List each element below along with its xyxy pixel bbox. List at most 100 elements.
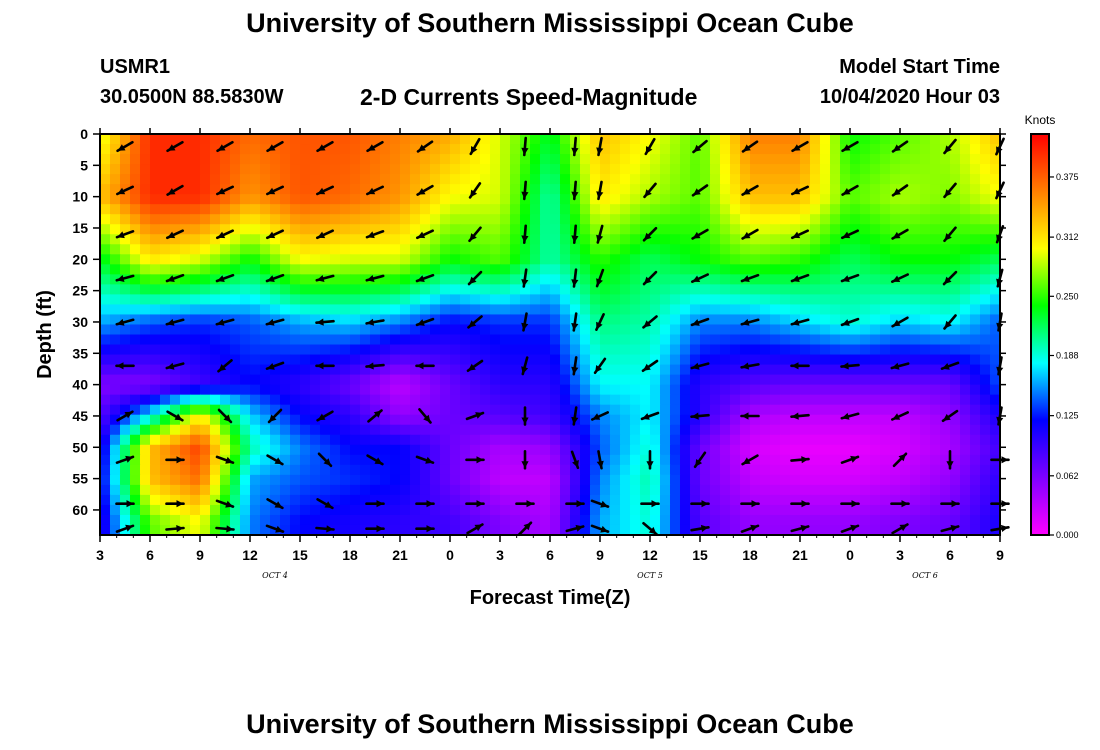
heatmap-cell [680, 284, 691, 296]
current-arrow [265, 229, 285, 240]
heatmap-cell [410, 154, 421, 165]
heatmap-cell [830, 494, 841, 506]
heatmap-cell [340, 234, 351, 245]
heatmap-cell [880, 134, 891, 145]
heatmap-cell [150, 434, 161, 446]
heatmap-cell [480, 474, 491, 486]
heatmap-cell [740, 434, 751, 446]
heatmap-cell [160, 464, 171, 476]
heatmap-cell [700, 324, 711, 336]
heatmap-cell [590, 334, 601, 346]
heatmap-cell [560, 244, 571, 255]
heatmap-cell [430, 334, 441, 346]
heatmap-cell [260, 524, 271, 536]
heatmap-cell [240, 264, 251, 275]
heatmap-cell [670, 494, 681, 506]
heatmap-cell [590, 174, 601, 185]
heatmap-cell [710, 424, 721, 436]
current-arrow [840, 317, 860, 327]
heatmap-cell [530, 374, 541, 386]
heatmap-cell [200, 394, 211, 406]
heatmap-cell [810, 234, 821, 245]
heatmap-cell [670, 274, 681, 285]
heatmap-cell [940, 474, 951, 486]
heatmap-cell [510, 474, 521, 486]
heatmap-cell [890, 174, 901, 185]
heatmap-cell [990, 194, 1001, 205]
heatmap-cell [680, 394, 691, 406]
heatmap-cell [450, 244, 461, 255]
heatmap-cell [430, 264, 441, 275]
heatmap-cell [670, 474, 681, 486]
heatmap-cell [560, 254, 571, 265]
heatmap-cell [860, 314, 871, 326]
heatmap-cell [760, 374, 771, 386]
heatmap-cell [260, 314, 271, 326]
heatmap-cell [800, 174, 811, 185]
heatmap-cell [430, 234, 441, 245]
heatmap-cell [200, 284, 211, 296]
heatmap-cell [300, 454, 311, 466]
heatmap-cell [510, 444, 521, 456]
heatmap-cell [560, 414, 571, 426]
heatmap-cell [330, 194, 341, 205]
heatmap-cell [810, 294, 821, 306]
heatmap-cell [930, 374, 941, 386]
current-arrow [790, 524, 810, 533]
heatmap-cell [830, 474, 841, 486]
heatmap-cell [310, 144, 321, 155]
heatmap-cell [130, 304, 141, 316]
heatmap-cell [770, 474, 781, 486]
heatmap-cell [850, 434, 861, 446]
heatmap-cell [990, 504, 1001, 516]
heatmap-cell [700, 304, 711, 316]
heatmap-cell [540, 514, 551, 526]
heatmap-cell [100, 364, 111, 376]
heatmap-cell [410, 474, 421, 486]
heatmap-cell [310, 154, 321, 165]
heatmap-cell [680, 254, 691, 265]
heatmap-cell [400, 244, 411, 255]
heatmap-cell [560, 174, 571, 185]
heatmap-cell [260, 344, 271, 356]
heatmap-cell [850, 234, 861, 245]
heatmap-cell [760, 274, 771, 285]
heatmap-cell [120, 254, 131, 265]
heatmap-cell [630, 284, 641, 296]
heatmap-cell [580, 474, 591, 486]
heatmap-cell [540, 144, 551, 155]
heatmap-cell [580, 184, 591, 195]
heatmap-cell [760, 154, 771, 165]
heatmap-cell [260, 154, 271, 165]
heatmap-cell [610, 444, 621, 456]
heatmap-cell [850, 354, 861, 366]
heatmap-cell [240, 354, 251, 366]
heatmap-cell [310, 164, 321, 175]
heatmap-cell [450, 464, 461, 476]
heatmap-cell [950, 374, 961, 386]
heatmap-cell [810, 244, 821, 255]
heatmap-cell [950, 484, 961, 496]
heatmap-cell [260, 204, 271, 215]
heatmap-cell [920, 384, 931, 396]
heatmap-cell [950, 404, 961, 416]
heatmap-cell [960, 194, 971, 205]
heatmap-cell [120, 194, 131, 205]
heatmap-cell [500, 174, 511, 185]
heatmap-cell [230, 394, 241, 406]
heatmap-cell [960, 434, 971, 446]
current-arrow [316, 141, 334, 153]
heatmap-cell [480, 274, 491, 285]
heatmap-cell [930, 244, 941, 255]
heatmap-cell [420, 204, 431, 215]
heatmap-cell [500, 444, 511, 456]
heatmap-cell [830, 284, 841, 296]
heatmap-cell [270, 274, 281, 285]
heatmap-cell [340, 514, 351, 526]
heatmap-cell [560, 474, 571, 486]
heatmap-cell [880, 414, 891, 426]
heatmap-cell [970, 464, 981, 476]
heatmap-cell [420, 254, 431, 265]
heatmap-cell [110, 134, 121, 145]
heatmap-cell [160, 364, 171, 376]
